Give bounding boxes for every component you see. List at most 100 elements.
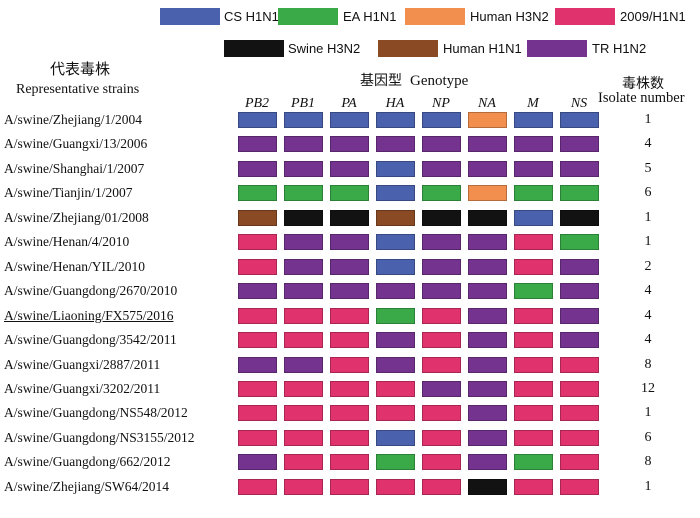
genotype-cell-pb2 bbox=[238, 258, 277, 275]
isolate-count: 5 bbox=[644, 160, 652, 176]
genotype-cell-pb1 bbox=[284, 160, 323, 177]
isolate-count: 4 bbox=[644, 332, 652, 348]
genotype-cell-np bbox=[422, 356, 461, 373]
genotype-cell-pb1 bbox=[284, 356, 323, 373]
genotype-cell-pb2 bbox=[238, 332, 277, 349]
genotype-cell-np bbox=[422, 160, 461, 177]
legend-swatch-human-h1n1 bbox=[378, 40, 438, 57]
legend-label-swine-h3n2: Swine H3N2 bbox=[288, 41, 361, 56]
legend-label-human-h3n2: Human H3N2 bbox=[470, 9, 549, 24]
genotype-cell-pb2 bbox=[238, 429, 277, 446]
genotype-cell-na bbox=[468, 136, 507, 153]
genotype-cell-pb2 bbox=[238, 209, 277, 226]
strain-label: A/swine/Henan/4/2010 bbox=[4, 234, 130, 250]
strain-label: A/swine/Guangdong/2670/2010 bbox=[4, 283, 178, 299]
genotype-cell-m bbox=[514, 136, 553, 153]
genotype-cell-np bbox=[422, 405, 461, 422]
genotype-cell-na bbox=[468, 112, 507, 128]
genotype-cell-ns bbox=[560, 380, 599, 397]
segment-header-np: NP bbox=[432, 96, 450, 111]
genotype-cell-ha bbox=[376, 380, 415, 397]
isolate-header-cn: 毒株数 bbox=[622, 76, 664, 92]
genotype-cell-ha bbox=[376, 478, 415, 495]
genotype-cell-ns bbox=[560, 136, 599, 153]
isolate-count: 12 bbox=[641, 380, 655, 396]
legend-swatch-ea-h1n1 bbox=[278, 8, 338, 25]
genotype-cell-pa bbox=[330, 454, 369, 471]
genotype-cell-ns bbox=[560, 112, 599, 128]
genotype-cell-ns bbox=[560, 234, 599, 251]
segment-header-na: NA bbox=[478, 96, 496, 111]
genotype-cell-pb2 bbox=[238, 112, 277, 128]
isolate-count: 6 bbox=[644, 185, 652, 201]
genotype-cell-m bbox=[514, 283, 553, 300]
genotype-header: 基因型 Genotype bbox=[360, 70, 468, 90]
genotype-cell-ha bbox=[376, 429, 415, 446]
strain-label: A/swine/Guangxi/3202/2011 bbox=[4, 380, 161, 396]
isolate-count: 4 bbox=[644, 136, 652, 152]
strain-label: A/swine/Henan/YIL/2010 bbox=[4, 258, 145, 274]
genotype-cell-m bbox=[514, 160, 553, 177]
genotype-cell-np bbox=[422, 380, 461, 397]
legend-label-tr-h1n2: TR H1N2 bbox=[592, 41, 647, 56]
genotype-cell-pb1 bbox=[284, 112, 323, 128]
genotype-cell-np bbox=[422, 136, 461, 153]
genotype-cell-pa bbox=[330, 185, 369, 202]
genotype-cell-pb1 bbox=[284, 478, 323, 495]
genotype-cell-na bbox=[468, 160, 507, 177]
genotype-header-en: Genotype bbox=[410, 73, 469, 89]
genotype-cell-m bbox=[514, 234, 553, 251]
genotype-cell-m bbox=[514, 380, 553, 397]
strain-label: A/swine/Guangdong/662/2012 bbox=[4, 454, 171, 470]
legend-swatch-human-h3n2 bbox=[405, 8, 465, 25]
genotype-cell-pa bbox=[330, 283, 369, 300]
genotype-cell-m bbox=[514, 258, 553, 275]
isolate-count: 1 bbox=[644, 209, 652, 225]
genotype-cell-pa bbox=[330, 307, 369, 324]
legend-label-human-h1n1: Human H1N1 bbox=[443, 41, 522, 56]
legend-swatch-swine-h3n2 bbox=[224, 40, 284, 57]
segment-header-pb2: PB2 bbox=[244, 96, 270, 111]
genotype-cell-pa bbox=[330, 258, 369, 275]
isolate-count: 1 bbox=[644, 112, 652, 127]
genotype-cell-pb2 bbox=[238, 136, 277, 153]
isolate-header-en: Isolate number bbox=[598, 90, 685, 106]
genotype-cell-ns bbox=[560, 332, 599, 349]
genotype-cell-np bbox=[422, 454, 461, 471]
genotype-cell-pb1 bbox=[284, 429, 323, 446]
genotype-cell-pa bbox=[330, 429, 369, 446]
genotype-cell-ha bbox=[376, 185, 415, 202]
segment-header-ns: NS bbox=[570, 96, 588, 111]
genotype-cell-pb2 bbox=[238, 356, 277, 373]
genotype-cell-na bbox=[468, 380, 507, 397]
genotype-cell-m bbox=[514, 429, 553, 446]
strain-label: A/swine/Zhejiang/1/2004 bbox=[4, 112, 142, 127]
isolate-count: 8 bbox=[644, 356, 652, 372]
genotype-cell-pb1 bbox=[284, 307, 323, 324]
legend-swatch-cs-h1n1 bbox=[160, 8, 220, 25]
genotype-cell-pb1 bbox=[284, 405, 323, 422]
legend-swatch-pdm2009 bbox=[555, 8, 615, 25]
strain-label: A/swine/Tianjin/1/2007 bbox=[4, 185, 133, 201]
strain-label: A/swine/Guangdong/3542/2011 bbox=[4, 332, 177, 348]
genotype-cell-pb1 bbox=[284, 185, 323, 202]
genotype-cell-ns bbox=[560, 307, 599, 324]
genotype-cell-ns bbox=[560, 454, 599, 471]
genotype-cell-ha bbox=[376, 112, 415, 128]
strain-label: A/swine/Shanghai/1/2007 bbox=[4, 160, 145, 176]
legend-swatch-tr-h1n2 bbox=[527, 40, 587, 57]
genotype-cell-np bbox=[422, 283, 461, 300]
genotype-cell-pa bbox=[330, 332, 369, 349]
genotype-cell-m bbox=[514, 209, 553, 226]
genotype-cell-na bbox=[468, 429, 507, 446]
genotype-cell-pb2 bbox=[238, 380, 277, 397]
genotype-cell-ha bbox=[376, 136, 415, 153]
genotype-cell-na bbox=[468, 185, 507, 202]
genotype-cell-m bbox=[514, 112, 553, 128]
genotype-cell-pa bbox=[330, 356, 369, 373]
genotype-cell-ns bbox=[560, 429, 599, 446]
genotype-cell-na bbox=[468, 332, 507, 349]
genotype-cell-na bbox=[468, 234, 507, 251]
genotype-cell-ns bbox=[560, 478, 599, 495]
isolate-count: 2 bbox=[644, 258, 652, 274]
